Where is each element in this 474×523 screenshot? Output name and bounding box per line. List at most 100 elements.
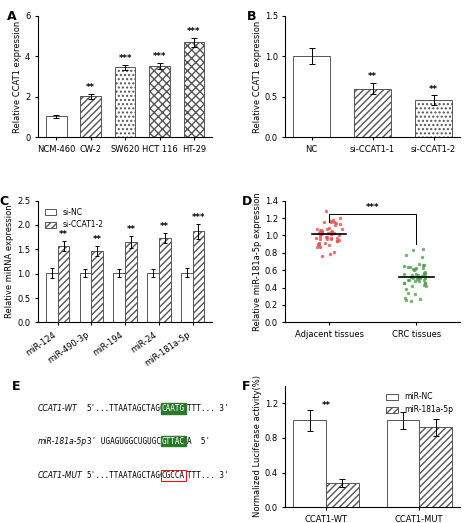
Point (332, 219, 339, 227)
Point (421, 279, 429, 287)
Point (401, 294, 409, 302)
Bar (355, 89, 391, 138)
Point (321, 239, 328, 247)
Point (319, 252, 326, 260)
Point (411, 290, 419, 299)
Legend: si-NC, si-CCAT1-2: si-NC, si-CCAT1-2 (42, 204, 107, 232)
Point (317, 235, 324, 243)
Point (415, 277, 423, 286)
Text: **: ** (368, 72, 377, 82)
Point (324, 224, 331, 233)
Point (410, 274, 417, 282)
Bar (58, 246, 70, 322)
Point (401, 270, 408, 278)
Point (317, 230, 325, 238)
Point (327, 249, 334, 258)
Text: C: C (0, 195, 9, 208)
Point (407, 273, 415, 281)
Point (318, 229, 326, 237)
Point (328, 228, 335, 236)
Bar (80, 96, 101, 138)
Point (338, 225, 346, 233)
Point (404, 276, 411, 284)
Point (328, 226, 336, 235)
Point (329, 216, 337, 224)
Text: B: B (247, 9, 256, 22)
Text: **: ** (86, 83, 95, 92)
Text: **: ** (429, 85, 438, 94)
Point (335, 236, 343, 245)
Point (327, 230, 335, 238)
Point (417, 274, 424, 282)
Point (419, 272, 426, 280)
Point (413, 275, 420, 283)
Point (320, 218, 328, 226)
Y-axis label: Relative miR-181a-5p expression: Relative miR-181a-5p expression (253, 192, 262, 331)
Text: ***: *** (187, 27, 201, 36)
Point (331, 229, 338, 237)
Text: 3' UGAGUGGCUGUGCGCA: 3' UGAGUGGCUGUGCGCA (87, 437, 174, 446)
Point (402, 295, 410, 304)
Text: GTTAC: GTTAC (162, 437, 185, 446)
Point (312, 234, 320, 243)
Point (419, 261, 427, 269)
Point (322, 233, 329, 242)
Point (334, 236, 341, 245)
Point (422, 281, 429, 290)
Bar (125, 242, 137, 322)
Point (323, 235, 331, 243)
Point (327, 235, 335, 243)
Point (414, 271, 421, 279)
Text: E: E (12, 380, 20, 393)
Point (313, 225, 321, 233)
Point (318, 227, 326, 235)
Text: **: ** (321, 401, 330, 410)
Y-axis label: Relative CCAT1 expression: Relative CCAT1 expression (13, 20, 22, 133)
Point (412, 264, 420, 272)
Point (315, 239, 322, 247)
Y-axis label: Relative CCAT1 expression: Relative CCAT1 expression (253, 20, 262, 133)
Point (400, 279, 408, 287)
Point (410, 265, 417, 274)
Bar (326, 483, 359, 507)
Point (420, 270, 428, 279)
Text: CCAT1-WT: CCAT1-WT (38, 404, 78, 413)
Text: 5'...TTAATAGCTAGCTGGA: 5'...TTAATAGCTAGCTGGA (87, 471, 184, 480)
Text: A  5': A 5' (187, 437, 210, 446)
Text: **: ** (127, 225, 136, 234)
Point (421, 274, 429, 282)
Point (326, 241, 333, 249)
Text: F: F (242, 380, 250, 393)
Point (400, 262, 407, 270)
Point (316, 243, 324, 252)
Bar (415, 100, 452, 138)
Text: CAATG: CAATG (162, 404, 185, 413)
Text: TTT... 3': TTT... 3' (187, 404, 228, 413)
Bar (293, 420, 326, 507)
Point (315, 229, 323, 237)
Bar (147, 273, 159, 322)
Point (330, 247, 337, 256)
Bar (149, 66, 170, 138)
Point (327, 230, 335, 238)
Text: TTT... 3': TTT... 3' (187, 471, 228, 480)
Point (409, 270, 416, 279)
Point (316, 227, 324, 235)
Bar (91, 251, 103, 322)
Text: CGCCA: CGCCA (162, 471, 185, 480)
Bar (387, 420, 419, 507)
Point (410, 266, 418, 275)
Y-axis label: Normalized Luciferase activity(%): Normalized Luciferase activity(%) (253, 376, 262, 517)
Bar (46, 116, 66, 138)
Point (328, 218, 335, 226)
Text: miR-181a-5p: miR-181a-5p (38, 437, 87, 446)
Text: CCAT1-MUT: CCAT1-MUT (38, 471, 82, 480)
Bar (113, 273, 125, 322)
Text: **: ** (93, 235, 102, 244)
Bar (293, 56, 330, 138)
Point (333, 233, 341, 242)
Point (326, 217, 334, 225)
Point (414, 274, 422, 282)
Bar (183, 42, 204, 138)
Text: ***: *** (366, 203, 379, 212)
